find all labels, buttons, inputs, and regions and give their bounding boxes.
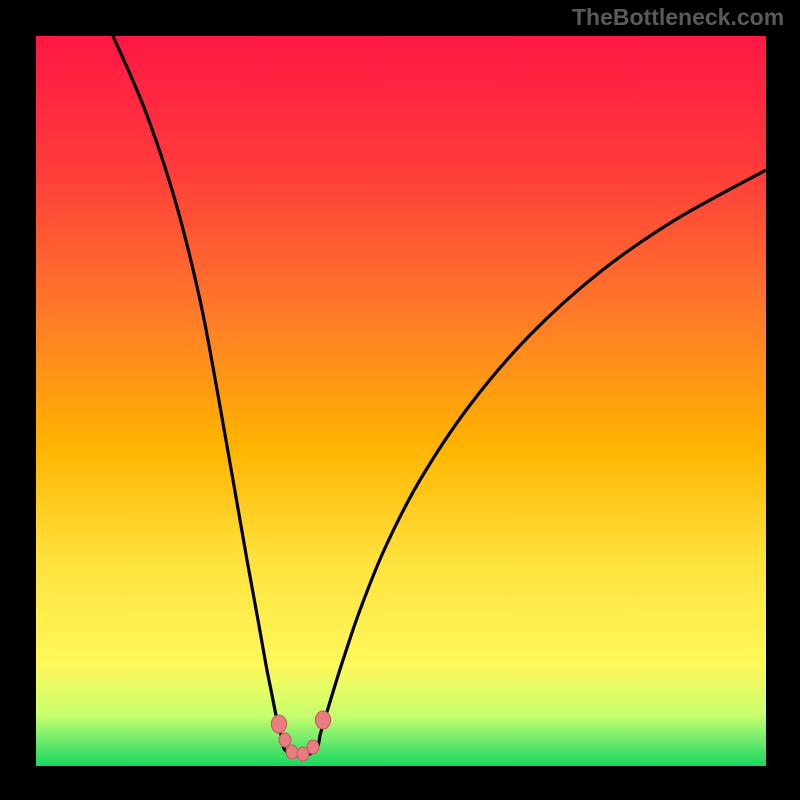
lobe-marker [286, 745, 298, 759]
watermark-text: TheBottleneck.com [572, 4, 784, 31]
lobe-marker [279, 733, 291, 747]
lobe-marker [307, 740, 319, 754]
lobe-marker [271, 715, 286, 733]
plot-background [36, 36, 766, 766]
lobe-marker [315, 711, 330, 729]
figure-root: TheBottleneck.com [0, 0, 800, 800]
chart-svg [0, 0, 800, 800]
